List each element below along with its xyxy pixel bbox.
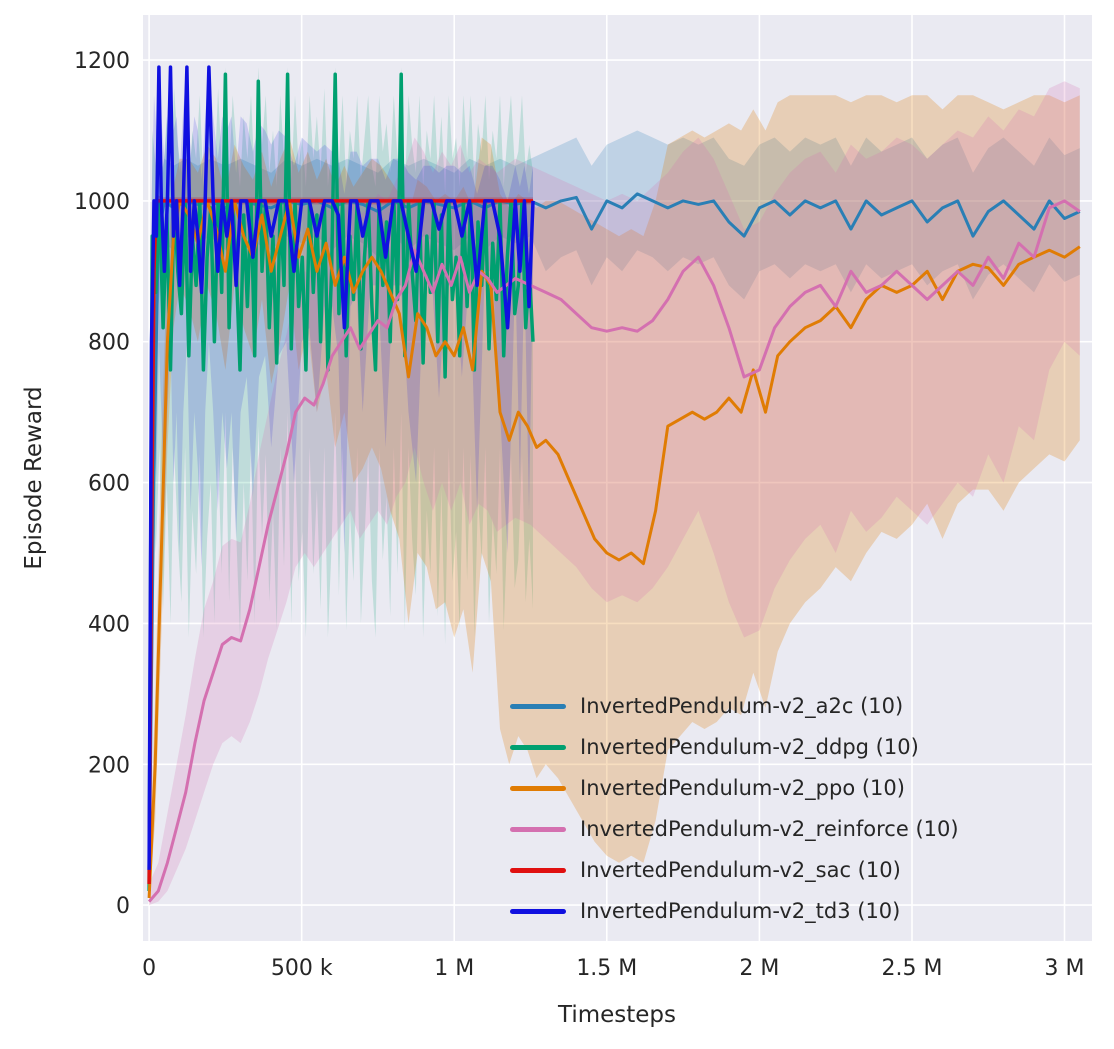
legend-label-ppo: InvertedPendulum-v2_ppo (10)	[580, 776, 905, 800]
y-tick-label: 600	[88, 472, 130, 497]
y-axis-label: Episode Reward	[21, 386, 47, 570]
legend-item-sac: InvertedPendulum-v2_sac (10)	[510, 856, 959, 884]
y-tick-label: 800	[88, 331, 130, 356]
legend-item-reinforce: InvertedPendulum-v2_reinforce (10)	[510, 815, 959, 843]
x-tick-label: 2 M	[739, 956, 779, 981]
y-tick-label: 1000	[74, 190, 130, 215]
legend-label-reinforce: InvertedPendulum-v2_reinforce (10)	[580, 817, 959, 841]
x-tick-label: 2.5 M	[882, 956, 943, 981]
legend-swatch-sac	[510, 867, 566, 873]
y-tick-label: 1200	[74, 49, 130, 74]
series-line-ppo	[147, 199, 1081, 899]
confidence-band-a2c	[149, 130, 1080, 898]
x-tick-label: 500 k	[271, 956, 333, 981]
legend-swatch-ddpg	[510, 744, 566, 750]
legend-item-ppo: InvertedPendulum-v2_ppo (10)	[510, 774, 959, 802]
y-tick-label: 400	[88, 612, 130, 637]
x-axis-label: Timesteps	[557, 1002, 677, 1028]
x-tick-label: 1 M	[434, 956, 474, 981]
series-line-td3	[147, 65, 535, 870]
legend-item-ddpg: InvertedPendulum-v2_ddpg (10)	[510, 733, 959, 761]
legend-label-sac: InvertedPendulum-v2_sac (10)	[580, 858, 901, 882]
confidence-band-ppo	[149, 95, 1080, 906]
legend-swatch-reinforce	[510, 826, 566, 832]
legend: InvertedPendulum-v2_a2c (10) InvertedPend…	[510, 692, 959, 925]
x-tick-label: 1.5 M	[576, 956, 637, 981]
y-tick-label: 200	[88, 753, 130, 778]
legend-label-a2c: InvertedPendulum-v2_a2c (10)	[580, 694, 904, 718]
legend-label-td3: InvertedPendulum-v2_td3 (10)	[580, 899, 901, 923]
legend-label-ddpg: InvertedPendulum-v2_ddpg (10)	[580, 735, 919, 759]
legend-swatch-td3	[510, 908, 566, 914]
confidence-band-reinforce	[149, 81, 1080, 906]
x-tick-label: 0	[142, 956, 156, 981]
series-line-reinforce	[147, 199, 1081, 903]
legend-item-a2c: InvertedPendulum-v2_a2c (10)	[510, 692, 959, 720]
legend-swatch-a2c	[510, 703, 566, 709]
x-tick-label: 3 M	[1045, 956, 1085, 981]
y-tick-label: 0	[116, 894, 130, 919]
legend-swatch-ppo	[510, 785, 566, 791]
series-line-sac	[147, 199, 533, 885]
legend-item-td3: InvertedPendulum-v2_td3 (10)	[510, 897, 959, 925]
